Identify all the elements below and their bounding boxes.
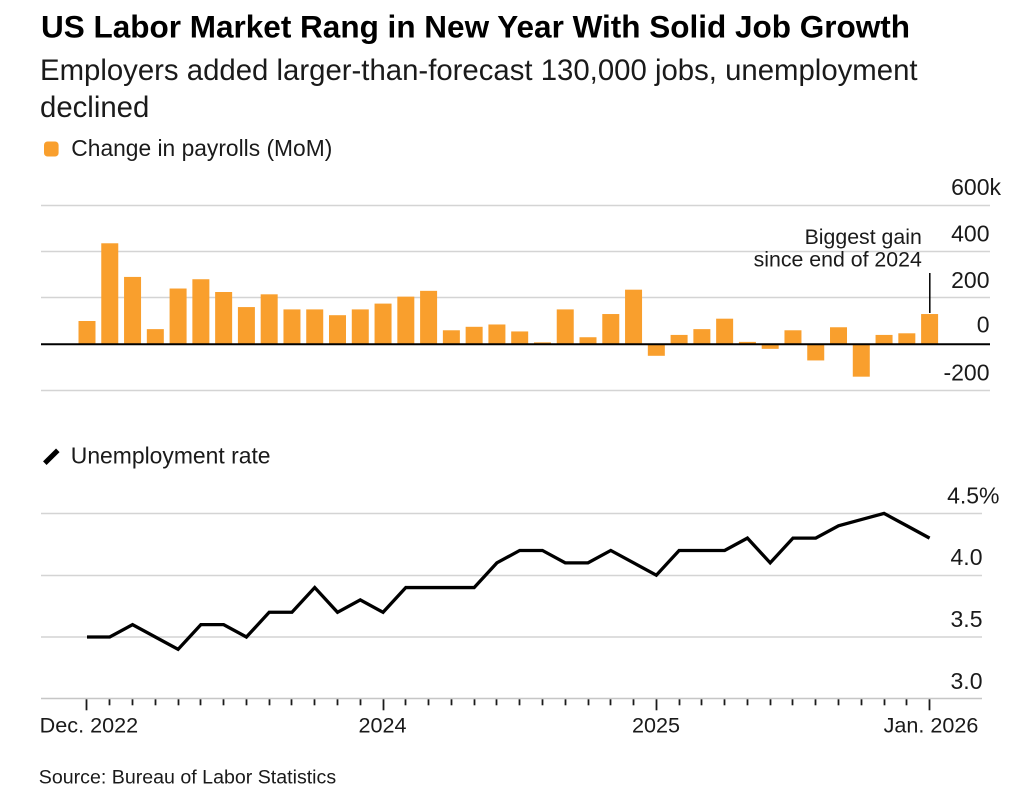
svg-text:declined: declined (40, 91, 149, 124)
svg-text:Jan. 2026: Jan. 2026 (884, 712, 979, 737)
svg-text:0: 0 (977, 311, 990, 337)
svg-text:Change in payrolls (MoM): Change in payrolls (MoM) (71, 135, 332, 161)
svg-text:Biggest gain: Biggest gain (805, 225, 922, 249)
svg-text:4.0: 4.0 (951, 544, 983, 570)
svg-text:2025: 2025 (632, 712, 680, 737)
svg-text:US Labor Market Rang in New Ye: US Labor Market Rang in New Year With So… (41, 8, 910, 44)
svg-text:3.5: 3.5 (951, 606, 983, 632)
svg-text:600k: 600k (951, 174, 1001, 200)
svg-text:-200: -200 (943, 360, 989, 386)
svg-text:2024: 2024 (358, 712, 406, 737)
svg-text:Unemployment rate: Unemployment rate (71, 442, 271, 468)
svg-text:4.5%: 4.5% (947, 482, 999, 508)
svg-text:Dec. 2022: Dec. 2022 (40, 712, 138, 737)
svg-text:Employers added larger-than-fo: Employers added larger-than-forecast 130… (40, 54, 918, 87)
svg-text:400: 400 (951, 220, 989, 246)
svg-text:3.0: 3.0 (951, 668, 983, 694)
svg-text:since end of 2024: since end of 2024 (754, 248, 922, 272)
svg-text:Source: Bureau of Labor Statis: Source: Bureau of Labor Statistics (39, 767, 337, 789)
svg-text:200: 200 (951, 267, 989, 293)
